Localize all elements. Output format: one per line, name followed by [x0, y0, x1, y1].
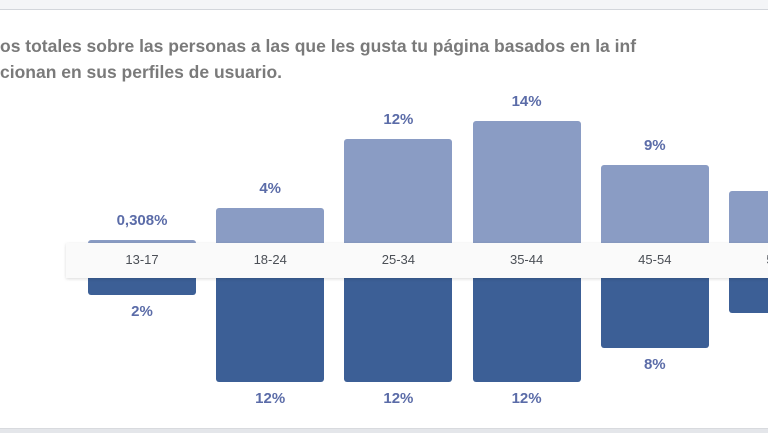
- data-label-bottom-18-24: 12%: [255, 390, 286, 408]
- tick-label-35-44: 35-44: [509, 252, 544, 267]
- bar-top-18-24: [216, 208, 325, 243]
- data-label-top-35-44: 14%: [511, 93, 542, 111]
- data-label-top-18-24: 4%: [259, 180, 282, 198]
- bar-bottom-25-34: [344, 278, 453, 383]
- bar-top-35-44: [472, 121, 581, 243]
- description-line-2: cionan en sus perfiles de usuario.: [0, 62, 283, 82]
- tick-label-45-54: 45-54: [638, 252, 672, 267]
- data-label-top-45-54: 9%: [643, 136, 666, 154]
- bar-bottom-45-54: [600, 278, 709, 348]
- data-label-bottom-13-17: 2%: [131, 303, 153, 321]
- bar-bottom-13-17: [88, 278, 196, 296]
- bar-top-55-64: [729, 190, 768, 243]
- data-label-bottom-25-34: 12%: [383, 390, 414, 408]
- axis-band: [66, 243, 768, 278]
- tick-label-55-64: 55-64: [729, 252, 768, 267]
- bar-top-13-17: [88, 240, 196, 243]
- bar-top-25-34: [344, 138, 453, 243]
- data-label-top-13-17: 0,308%: [116, 212, 168, 229]
- tick-label-18-24: 18-24: [253, 252, 287, 267]
- bottom-divider: [0, 428, 768, 433]
- bar-top-45-54: [600, 164, 709, 243]
- bar-bottom-55-64: [729, 278, 768, 313]
- tick-label-25-34: 25-34: [381, 252, 416, 267]
- tick-label-13-17: 13-17: [125, 252, 159, 267]
- data-label-bottom-45-54: 8%: [643, 355, 666, 373]
- top-divider: [0, 0, 768, 10]
- data-label-top-25-34: 12%: [383, 110, 414, 128]
- bar-bottom-18-24: [216, 278, 325, 383]
- bar-bottom-35-44: [472, 278, 581, 383]
- data-label-bottom-35-44: 12%: [511, 390, 542, 408]
- description-line-1: os totales sobre las personas a las que …: [0, 36, 637, 56]
